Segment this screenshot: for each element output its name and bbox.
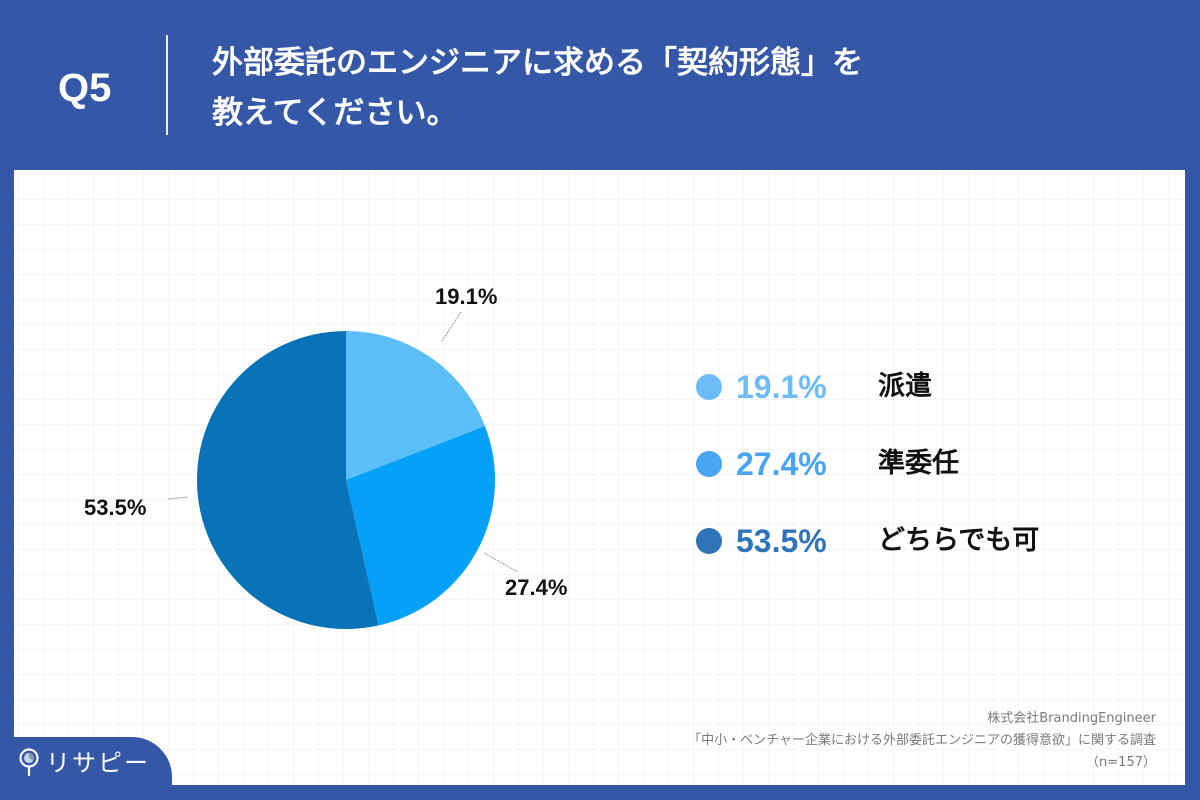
brand-logo: リサピー [18, 748, 150, 778]
page-title: 外部委託のエンジニアに求める「契約形態」を 教えてください。 [212, 38, 863, 138]
source-company: 株式会社BrandingEngineer [987, 711, 1156, 726]
legend-dot-icon [696, 451, 722, 477]
legend-label: どちらでも可 [878, 525, 1040, 556]
legend-value: 53.5% [736, 523, 827, 559]
source-survey: 「中小・ベンチャー企業における外部委託エンジニアの獲得意欲」に関する調査 [688, 733, 1156, 748]
title-line-1: 外部委託のエンジニアに求める「契約形態」を [212, 45, 863, 81]
header: Q5 外部委託のエンジニアに求める「契約形態」を 教えてください。 [0, 0, 1200, 170]
source-note: 株式会社BrandingEngineer 「中小・ベンチャー企業における外部委託… [688, 708, 1156, 774]
chart-legend: 19.1% 派遣 27.4% 準委任 53.5% どちらでも可 [696, 366, 1116, 597]
legend-label: 準委任 [878, 448, 959, 479]
legend-value: 19.1% [736, 369, 827, 405]
legend-dot-icon [696, 528, 722, 554]
source-sample: （n=157） [1086, 755, 1156, 770]
legend-item-dochira: 53.5% どちらでも可 [696, 520, 1116, 597]
legend-label: 派遣 [878, 371, 932, 402]
pin-icon [19, 748, 39, 777]
pie-slice-junitaku[interactable] [346, 426, 496, 626]
legend-value: 27.4% [736, 446, 827, 482]
title-line-2: 教えてください。 [212, 95, 458, 131]
legend-item-junitaku: 27.4% 準委任 [696, 443, 1116, 520]
chart-panel [14, 170, 1185, 785]
header-divider [166, 35, 168, 135]
pie-label-haken: 19.1% [435, 284, 498, 309]
pie-slice-dochira[interactable] [196, 331, 379, 629]
logo-text: リサピー [46, 749, 150, 777]
pie-label-dochira: 53.5% [84, 495, 147, 520]
footer-bar [0, 785, 1200, 800]
question-number: Q5 [58, 66, 112, 110]
legend-item-haken: 19.1% 派遣 [696, 366, 1116, 443]
pie-slice-haken[interactable] [346, 331, 485, 480]
pie-label-junitaku: 27.4% [505, 575, 568, 600]
legend-dot-icon [696, 374, 722, 400]
